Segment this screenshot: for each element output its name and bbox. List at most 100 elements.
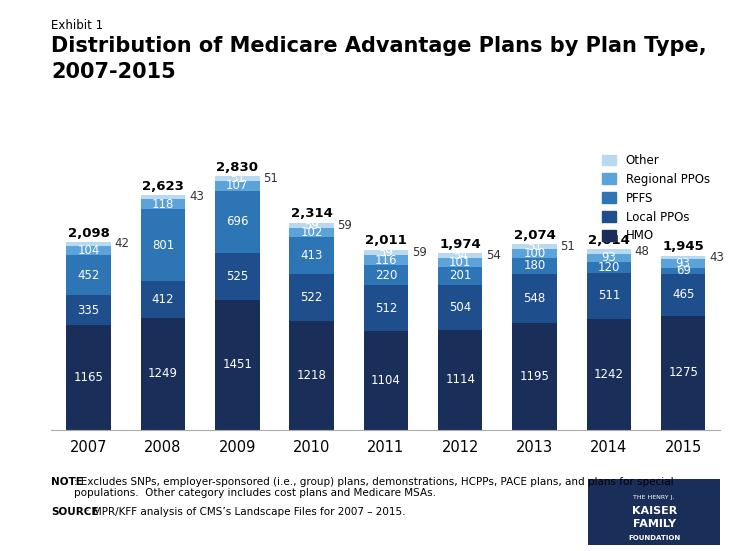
Bar bbox=[438, 253, 482, 258]
Bar bbox=[66, 255, 111, 295]
Text: 59: 59 bbox=[379, 246, 393, 259]
Text: 2,623: 2,623 bbox=[142, 180, 184, 193]
Text: 412: 412 bbox=[151, 293, 174, 306]
Text: KAISER: KAISER bbox=[631, 506, 677, 516]
Text: SOURCE: SOURCE bbox=[51, 507, 99, 517]
Bar bbox=[364, 255, 408, 266]
Bar bbox=[512, 258, 557, 274]
Text: 59: 59 bbox=[337, 219, 353, 232]
Bar bbox=[512, 249, 557, 258]
Bar bbox=[438, 330, 482, 430]
Text: Distribution of Medicare Advantage Plans by Plan Type,: Distribution of Medicare Advantage Plans… bbox=[51, 36, 707, 56]
Bar bbox=[587, 254, 631, 262]
Text: 2,098: 2,098 bbox=[68, 226, 110, 240]
Text: 512: 512 bbox=[375, 301, 397, 315]
Bar bbox=[438, 258, 482, 267]
Text: 2,830: 2,830 bbox=[216, 161, 258, 174]
Bar bbox=[364, 331, 408, 430]
Text: 2,011: 2,011 bbox=[365, 235, 406, 247]
Bar bbox=[512, 323, 557, 430]
Bar bbox=[215, 181, 259, 191]
Text: 413: 413 bbox=[301, 249, 323, 262]
Text: 1242: 1242 bbox=[594, 368, 624, 381]
Text: FAMILY: FAMILY bbox=[633, 520, 675, 530]
Text: 43: 43 bbox=[709, 251, 724, 264]
Bar bbox=[290, 237, 334, 274]
Bar bbox=[587, 262, 631, 273]
Text: 69: 69 bbox=[675, 264, 691, 277]
Text: 59: 59 bbox=[304, 219, 319, 232]
Text: 801: 801 bbox=[152, 239, 174, 252]
Bar bbox=[587, 318, 631, 430]
Text: 54: 54 bbox=[453, 249, 467, 262]
Bar bbox=[290, 321, 334, 430]
Bar bbox=[140, 318, 185, 430]
Text: NOTE: NOTE bbox=[51, 477, 83, 487]
Text: 1104: 1104 bbox=[371, 374, 401, 387]
Text: 2007-2015: 2007-2015 bbox=[51, 62, 176, 82]
Text: 2,074: 2,074 bbox=[514, 229, 556, 242]
Bar bbox=[512, 244, 557, 249]
Text: 1,945: 1,945 bbox=[662, 240, 704, 253]
Text: 1451: 1451 bbox=[222, 358, 252, 371]
Bar bbox=[587, 273, 631, 318]
Text: 101: 101 bbox=[449, 256, 471, 269]
Text: 42: 42 bbox=[115, 237, 129, 250]
Bar bbox=[661, 260, 706, 268]
Bar bbox=[661, 268, 706, 274]
Bar bbox=[66, 295, 111, 326]
Text: 1249: 1249 bbox=[148, 368, 178, 380]
Text: 525: 525 bbox=[226, 270, 248, 283]
Text: 48: 48 bbox=[635, 245, 650, 258]
Text: 696: 696 bbox=[226, 215, 248, 228]
Text: 220: 220 bbox=[375, 269, 397, 282]
Text: 2,314: 2,314 bbox=[290, 207, 332, 220]
Text: 59: 59 bbox=[412, 246, 427, 259]
Text: 1,974: 1,974 bbox=[440, 238, 481, 251]
Text: 51: 51 bbox=[263, 172, 278, 185]
Text: 102: 102 bbox=[301, 226, 323, 239]
Text: 452: 452 bbox=[77, 269, 100, 282]
Bar bbox=[215, 176, 259, 181]
Bar bbox=[364, 250, 408, 255]
Text: 93: 93 bbox=[601, 251, 616, 264]
Text: 116: 116 bbox=[375, 253, 397, 267]
Text: 511: 511 bbox=[598, 289, 620, 302]
Text: : MPR/KFF analysis of CMS’s Landscape Files for 2007 – 2015.: : MPR/KFF analysis of CMS’s Landscape Fi… bbox=[86, 507, 406, 517]
Text: 2,014: 2,014 bbox=[588, 234, 630, 247]
Bar bbox=[364, 266, 408, 285]
Text: 43: 43 bbox=[189, 190, 204, 203]
Text: 522: 522 bbox=[301, 291, 323, 304]
Bar bbox=[661, 316, 706, 430]
Bar bbox=[215, 191, 259, 253]
Bar bbox=[140, 281, 185, 318]
Bar bbox=[66, 246, 111, 255]
Text: 54: 54 bbox=[486, 249, 501, 262]
Bar bbox=[290, 228, 334, 237]
Text: 93: 93 bbox=[675, 257, 691, 270]
Bar bbox=[140, 209, 185, 281]
Text: 51: 51 bbox=[561, 240, 576, 253]
Bar bbox=[140, 195, 185, 199]
Bar bbox=[438, 285, 482, 330]
Bar bbox=[587, 250, 631, 254]
Bar bbox=[290, 274, 334, 321]
Text: 104: 104 bbox=[77, 244, 100, 257]
Text: THE HENRY J.: THE HENRY J. bbox=[634, 495, 675, 500]
Text: 1114: 1114 bbox=[445, 374, 476, 386]
Text: : Excludes SNPs, employer-sponsored (i.e., group) plans, demonstrations, HCPPs, : : Excludes SNPs, employer-sponsored (i.e… bbox=[74, 477, 674, 498]
Text: 51: 51 bbox=[230, 172, 245, 185]
Bar bbox=[661, 256, 706, 260]
Text: 1165: 1165 bbox=[74, 371, 104, 384]
Bar bbox=[215, 300, 259, 430]
Bar bbox=[512, 274, 557, 323]
Bar bbox=[66, 326, 111, 430]
Text: 1275: 1275 bbox=[668, 366, 698, 379]
Bar bbox=[215, 253, 259, 300]
Text: Exhibit 1: Exhibit 1 bbox=[51, 19, 104, 33]
Text: 120: 120 bbox=[598, 261, 620, 274]
Bar bbox=[364, 285, 408, 331]
Bar bbox=[438, 267, 482, 285]
Text: 335: 335 bbox=[78, 304, 100, 317]
Text: 51: 51 bbox=[527, 240, 542, 253]
